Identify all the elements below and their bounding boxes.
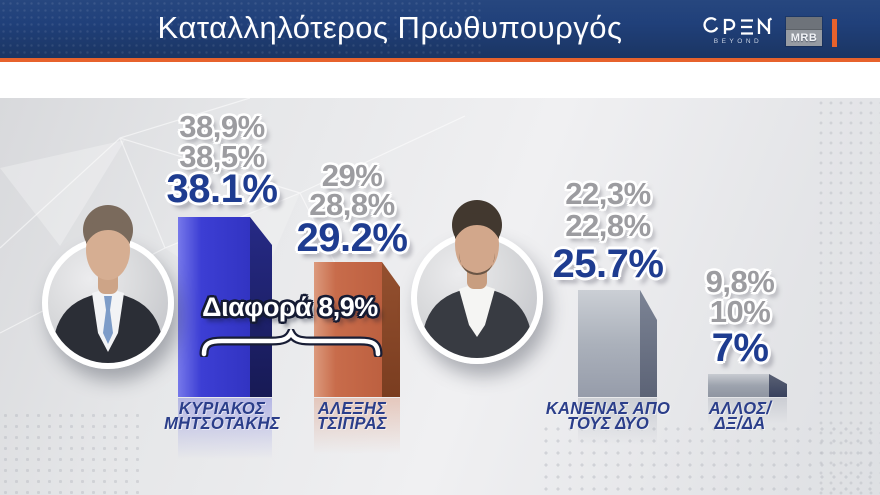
value-current: 7%: [711, 326, 769, 370]
value-previous-2: 22,8%: [565, 208, 651, 243]
value-previous-1: 38,9%: [179, 109, 265, 144]
difference-label: Διαφορά 8,9%: [202, 292, 378, 322]
bar-face: [178, 217, 250, 397]
page-title: Καταλληλότερος Πρωθυπουργός: [157, 10, 623, 45]
value-current: 29.2%: [296, 216, 408, 260]
value-previous-1: 9,8%: [705, 264, 775, 299]
chart-area: 38,9% 38,5% 38.1% ΚΥΡΙΑΚΟΣ ΜΗΤΣΟΤΑΚΗΣ 29…: [0, 98, 880, 495]
open-logo-icon: [703, 17, 773, 35]
category-column-other: 9,8% 10% 7% ΑΛΛΟΣ/ ΔΞ/ΔΑ: [640, 98, 840, 495]
category-label: ΑΛΛΟΣ/ ΔΞ/ΔΑ: [708, 398, 772, 433]
bar-face: [708, 374, 769, 397]
orange-accent-bar: [832, 19, 837, 47]
dot-pattern-bottom-left: [0, 410, 140, 495]
bar-face: [578, 290, 640, 397]
bar-tsipras: [314, 262, 400, 397]
open-logo-beyond-text: BEYOND: [713, 38, 763, 45]
value-previous-1: 22,3%: [565, 176, 651, 211]
value-previous-2: 10%: [709, 294, 771, 329]
category-column-tsipras: 29% 28,8% 29.2% ΑΛΕΞΗΣ ΤΣΙΠΡΑΣ: [252, 98, 452, 495]
bar-side: [382, 262, 400, 397]
value-previous-2: 28,8%: [309, 187, 395, 222]
bar-reflection: [708, 398, 787, 428]
bar-face: [314, 262, 382, 397]
header-dot-texture: [0, 0, 484, 58]
mrb-logo-text: MRB: [790, 32, 818, 44]
mrb-logo-top-band: [786, 17, 822, 30]
tsipras-photo-frame: [411, 232, 543, 364]
bar-none-of-two: [578, 290, 657, 397]
bar-side: [250, 217, 272, 397]
bar-mitsotakis: [178, 217, 272, 397]
mrb-logo: MRB: [786, 17, 822, 46]
bar-side: [769, 374, 787, 397]
bar-reflection: [314, 398, 400, 464]
header-bar: Καταλληλότερος Πρωθυπουργός BEYOND MRB: [0, 0, 880, 58]
mitsotakis-photo-frame: [42, 237, 174, 369]
category-column-mitsotakis: 38,9% 38,5% 38.1% ΚΥΡΙΑΚΟΣ ΜΗΤΣΟΤΑΚΗΣ: [122, 98, 322, 495]
bar-reflection: [178, 398, 272, 470]
value-current: 25.7%: [552, 242, 664, 286]
value-previous-2: 38,5%: [179, 139, 265, 174]
category-label: ΑΛΕΞΗΣ ΤΣΙΠΡΑΣ: [317, 398, 387, 433]
category-column-none: 22,3% 22,8% 25.7% ΚΑΝΕΝΑΣ ΑΠΟ ΤΟΥΣ ΔΥΟ: [508, 98, 708, 495]
value-previous-1: 29%: [321, 158, 383, 193]
dot-pattern-bottom-right: [540, 423, 880, 495]
difference-annotation: Διαφορά 8,9%: [180, 292, 400, 357]
category-label: ΚΥΡΙΑΚΟΣ ΜΗΤΣΟΤΑΚΗΣ: [164, 398, 280, 433]
bar-other-dk-na: [708, 374, 787, 397]
open-tv-logo: BEYOND: [703, 17, 773, 47]
bar-reflection: [578, 398, 657, 453]
header-divider: [0, 58, 880, 62]
brace-icon: [199, 329, 383, 357]
category-label: ΚΑΝΕΝΑΣ ΑΠΟ ΤΟΥΣ ΔΥΟ: [545, 398, 671, 433]
value-current: 38.1%: [166, 167, 278, 211]
bar-side: [640, 290, 657, 397]
